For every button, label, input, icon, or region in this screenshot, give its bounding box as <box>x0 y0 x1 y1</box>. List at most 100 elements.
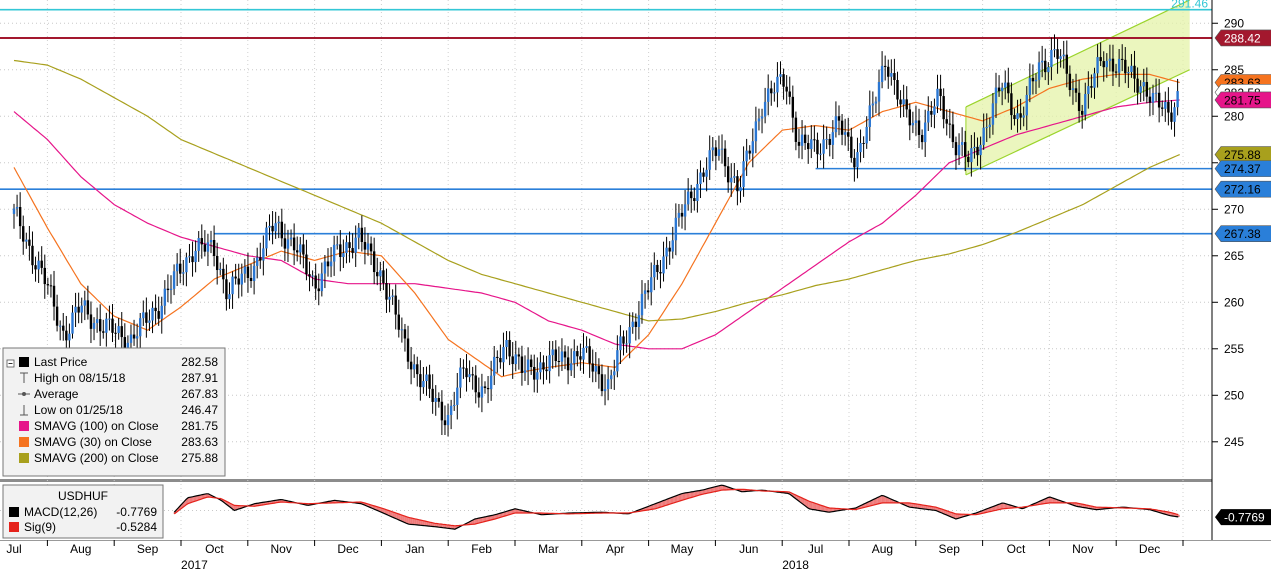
candle-body <box>1037 62 1041 80</box>
price-tag-272.16: 272.16 <box>1214 180 1271 198</box>
legend-label: SMAVG (200) on Close <box>34 451 159 465</box>
candle-body <box>748 150 751 154</box>
x-tick-label: Feb <box>471 542 492 556</box>
y-tick-label: 280 <box>1224 109 1244 123</box>
candle-body <box>62 325 65 331</box>
candle-body <box>745 150 748 162</box>
candle-body <box>329 261 333 267</box>
candle-body <box>573 351 576 364</box>
candle-body <box>862 142 865 144</box>
candle-body <box>539 362 542 373</box>
candle-body <box>1047 67 1050 73</box>
candle-body <box>1142 82 1145 87</box>
candle-body <box>579 356 582 360</box>
candle-body <box>225 279 228 300</box>
macd-legend-box: USDHUF MACD(12,26) -0.7769 Sig(9) -0.5284 <box>2 484 164 539</box>
x-tick-label: Jan <box>405 542 424 556</box>
candle-body <box>1105 60 1109 68</box>
x-tick-label: Mar <box>538 542 559 556</box>
candle-body <box>902 99 905 105</box>
candle-body <box>428 374 431 389</box>
candle-body <box>142 312 145 319</box>
candle-body <box>1065 54 1068 74</box>
x-tick-label: Sep <box>939 542 961 556</box>
candle-body <box>566 357 570 371</box>
candle-body <box>40 260 43 268</box>
price-tags: 288.42283.63282.58281.75275.88274.37272.… <box>1214 29 1271 242</box>
candle-body <box>95 319 99 323</box>
legend-item-0: Last Price 282.58 <box>19 355 218 369</box>
candle-body <box>736 176 739 192</box>
candle-body <box>702 172 705 177</box>
candle-body <box>197 238 200 251</box>
x-axis: Jul Aug Sep Oct Nov Dec Jan Feb Mar Apr May Jun Jul A… <box>6 540 1184 572</box>
candle-body <box>74 306 77 313</box>
candle-body <box>1124 59 1127 74</box>
candle-body <box>425 374 428 382</box>
candle-body <box>31 245 34 266</box>
candle-body <box>1040 60 1044 63</box>
candle-body <box>89 314 93 329</box>
candle-body <box>289 237 293 240</box>
candle-body <box>770 88 773 94</box>
candle-body <box>43 267 46 285</box>
price-tag-281.75: 281.75 <box>1214 91 1271 109</box>
macd-legend-value: -0.5284 <box>116 520 157 534</box>
x-tick-label: Jul <box>6 542 21 556</box>
candle-body <box>948 123 952 125</box>
y-tick-label: 260 <box>1224 295 1244 309</box>
candle-body <box>286 239 290 249</box>
candle-body <box>705 169 708 177</box>
price-tag-label: 275.88 <box>1224 148 1261 162</box>
legend-label: Last Price <box>34 355 88 369</box>
candle-body <box>237 278 240 285</box>
candle-body <box>151 307 154 321</box>
candle-body <box>157 311 160 319</box>
x-tick-label: Dec <box>337 542 358 556</box>
candle-body <box>296 250 299 253</box>
candle-body <box>493 356 496 376</box>
candle-body <box>890 73 893 77</box>
price-tag-box <box>1214 225 1271 242</box>
candle-body <box>283 238 287 249</box>
candle-body <box>665 247 668 257</box>
candle-body <box>597 366 601 375</box>
candle-body <box>105 318 108 333</box>
legend-item-5: SMAVG (30) on Close 283.63 <box>19 435 218 449</box>
price-tag-box <box>1214 29 1271 47</box>
candle-body <box>967 156 970 163</box>
candle-body <box>622 336 625 344</box>
candle-body <box>668 247 671 252</box>
candle-body <box>923 122 927 143</box>
candle-body <box>191 256 194 263</box>
candle-body <box>505 339 508 348</box>
candle-body <box>511 356 514 365</box>
candle-body <box>52 285 56 307</box>
candle-body <box>942 96 945 120</box>
candle-body <box>111 318 114 333</box>
candle-body <box>766 88 770 102</box>
candle-body <box>268 225 271 228</box>
candle-body <box>1074 88 1078 93</box>
candle-body <box>86 300 90 315</box>
candle-body <box>366 243 370 250</box>
candle-body <box>554 349 557 362</box>
candle-body <box>477 392 481 398</box>
candle-body <box>243 266 247 274</box>
price-tag-label: 272.16 <box>1224 183 1261 197</box>
candle-body <box>960 142 964 145</box>
price-tag-275.88: 275.88 <box>1214 146 1271 163</box>
candle-body <box>853 157 856 168</box>
candle-body <box>1164 101 1167 109</box>
candle-body <box>825 138 828 140</box>
candle-body <box>760 116 764 119</box>
candle-body <box>292 237 296 251</box>
candle-body <box>696 184 699 202</box>
candle-body <box>1111 58 1115 72</box>
candle-body <box>443 420 447 426</box>
macd-legend-item-1: Sig(9) -0.5284 <box>9 520 157 534</box>
candle-body <box>496 356 499 358</box>
candle-body <box>348 242 351 249</box>
candle-body <box>896 80 899 100</box>
candle-body <box>357 227 360 238</box>
